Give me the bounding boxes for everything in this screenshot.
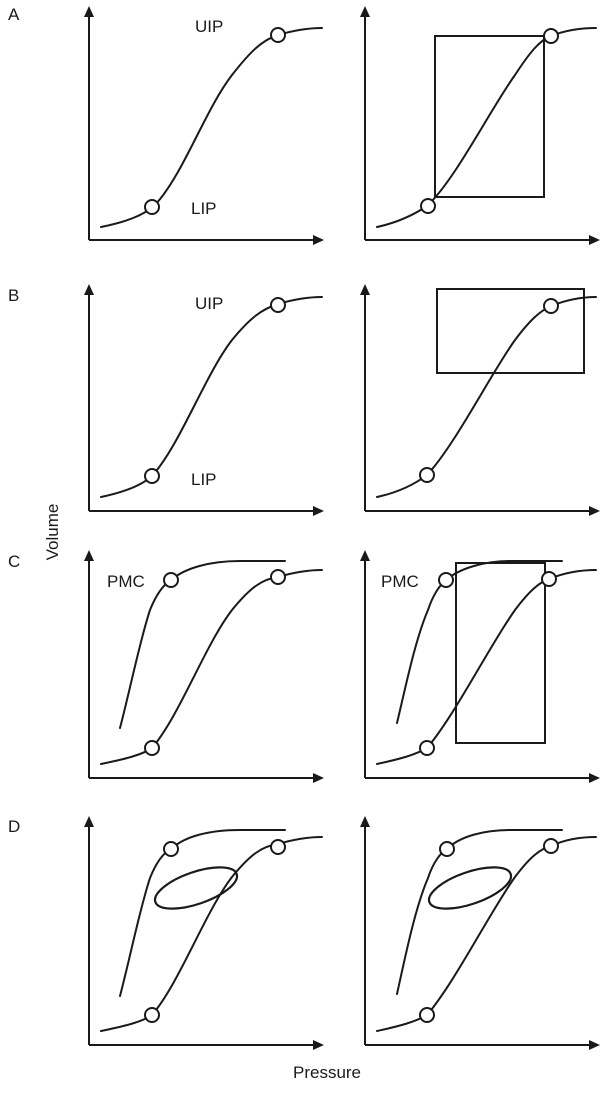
lip-marker [419, 1007, 435, 1023]
y-axis-arrow [360, 284, 370, 295]
ventilation-box [434, 35, 545, 198]
y-axis-arrow [84, 6, 94, 17]
inflation-curve [100, 27, 323, 228]
panel-c-right: PMC [360, 550, 600, 783]
x-axis-arrow [589, 235, 600, 245]
x-axis-arrow [589, 506, 600, 516]
row-letter-b: B [8, 286, 19, 305]
ventilation-box [436, 288, 585, 374]
row-letter-c: C [8, 552, 20, 571]
uip-marker [270, 297, 286, 313]
x-axis-arrow [589, 773, 600, 783]
uip-marker [543, 838, 559, 854]
deflation-curve [119, 829, 286, 997]
pmc-label: PMC [381, 572, 419, 591]
y-axis-arrow [360, 550, 370, 561]
y-axis-arrow [84, 816, 94, 827]
tidal-loop [427, 866, 513, 910]
inflation-curve [376, 296, 597, 498]
y-axis-arrow [360, 816, 370, 827]
row-letter-d: D [8, 817, 20, 836]
x-axis-arrow [313, 506, 324, 516]
uip-marker [270, 839, 286, 855]
pmc-label: PMC [107, 572, 145, 591]
uip-label: UIP [195, 17, 223, 36]
panel-a-left: UIP LIP [84, 6, 324, 245]
uip-marker [270, 27, 286, 43]
panel-b-right [360, 284, 600, 516]
inflation-curve [376, 27, 597, 228]
deflation-curve [396, 560, 563, 724]
x-axis-arrow [589, 1040, 600, 1050]
pmc-marker [163, 572, 179, 588]
lip-marker [144, 468, 160, 484]
row-letter-a: A [8, 5, 20, 24]
panel-a-right [360, 6, 600, 245]
lip-label: LIP [191, 470, 217, 489]
y-axis-title: Volume [43, 504, 62, 561]
x-axis-arrow [313, 235, 324, 245]
x-axis-arrow [313, 773, 324, 783]
lip-marker [419, 740, 435, 756]
uip-marker [541, 571, 557, 587]
inflation-curve [376, 569, 597, 765]
deflation-curve [119, 560, 286, 729]
y-axis-arrow [360, 6, 370, 17]
lip-marker [144, 740, 160, 756]
lip-marker [144, 199, 160, 215]
inflation-curve [376, 836, 597, 1032]
pmc-marker [439, 841, 455, 857]
y-axis-arrow [84, 284, 94, 295]
panel-b-left: UIP LIP [84, 284, 324, 516]
tidal-loop [153, 866, 239, 910]
pmc-marker [163, 841, 179, 857]
uip-marker [270, 569, 286, 585]
y-axis-arrow [84, 550, 94, 561]
inflation-curve [100, 296, 323, 498]
panel-d-right [360, 816, 600, 1050]
uip-marker [543, 298, 559, 314]
pmc-marker [438, 572, 454, 588]
lip-label: LIP [191, 199, 217, 218]
panel-c-left: PMC [84, 550, 324, 783]
lip-marker [144, 1007, 160, 1023]
deflation-curve [396, 829, 563, 995]
uip-label: UIP [195, 294, 223, 313]
lip-marker [419, 467, 435, 483]
ventilation-box [455, 562, 546, 744]
x-axis-arrow [313, 1040, 324, 1050]
lip-marker [420, 198, 436, 214]
x-axis-title: Pressure [293, 1063, 361, 1082]
uip-marker [543, 28, 559, 44]
panel-d-left [84, 816, 324, 1050]
